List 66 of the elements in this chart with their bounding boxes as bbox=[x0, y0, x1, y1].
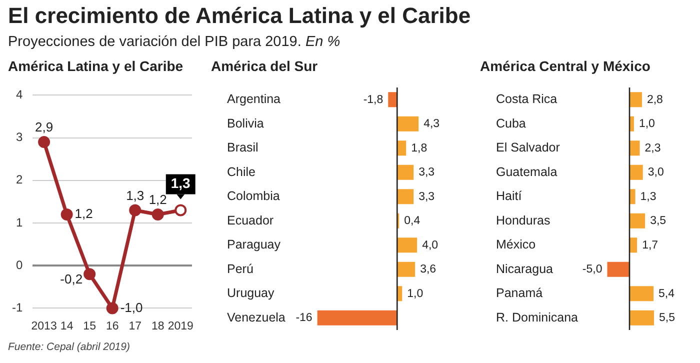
y-tick-label: Bolivia bbox=[227, 116, 264, 130]
y-tick-label: Honduras bbox=[496, 213, 550, 228]
y-tick-label: 0 bbox=[16, 258, 23, 272]
y-tick-label: Ecuador bbox=[227, 213, 274, 228]
y-tick-label: R. Dominicana bbox=[496, 310, 578, 324]
data-label: 5,5 bbox=[658, 312, 675, 324]
data-label: -1,8 bbox=[363, 94, 384, 106]
data-label: -5,0 bbox=[582, 264, 602, 276]
data-label: 0,4 bbox=[404, 215, 421, 228]
data-label: 5,4 bbox=[658, 288, 676, 300]
y-tick-label: México bbox=[496, 238, 536, 252]
data-label: 4,0 bbox=[422, 239, 438, 252]
text: América Latina y el Caribe bbox=[8, 58, 184, 74]
data-label: -16 bbox=[296, 312, 312, 324]
y-tick-label: Haití bbox=[496, 189, 522, 204]
data-label: 1,2 bbox=[148, 192, 167, 208]
chart-title: América Central y México bbox=[480, 58, 650, 74]
y-tick-label: El Salvador bbox=[496, 140, 560, 155]
y-tick-label: Uruguay bbox=[227, 286, 275, 300]
data-label: 1,7 bbox=[642, 239, 658, 252]
y-tick-label: 3 bbox=[16, 130, 23, 144]
data-label: 2,3 bbox=[644, 142, 661, 154]
y-tick-label: 2 bbox=[16, 172, 23, 187]
y-tick-label: Paraguay bbox=[227, 238, 282, 252]
data-label: 1,3 bbox=[126, 188, 144, 203]
x-tick-label: 15 bbox=[83, 320, 96, 332]
chart-title: América del Sur bbox=[211, 58, 318, 74]
y-tick-label: Venezuela bbox=[227, 310, 286, 324]
x-tick-label: 16 bbox=[106, 320, 119, 332]
source-note: Fuente: Cepal (abril 2019) bbox=[8, 341, 130, 353]
data-label: 3,0 bbox=[648, 166, 664, 179]
y-tick-label: Colombia bbox=[227, 189, 280, 204]
data-label: 3,6 bbox=[420, 264, 436, 276]
data-label: 4,3 bbox=[424, 118, 440, 130]
y-tick-label: Guatemala bbox=[496, 164, 558, 179]
y-tick-label: Perú bbox=[227, 262, 254, 276]
y-tick-label: Chile bbox=[227, 164, 256, 179]
data-label: 1,0 bbox=[407, 288, 424, 300]
y-tick-label: Argentina bbox=[227, 92, 281, 106]
x-tick-label: 18 bbox=[151, 320, 164, 332]
x-tick-label: 14 bbox=[60, 320, 74, 332]
data-label: 3,3 bbox=[418, 166, 435, 179]
data-label: 1,3 bbox=[170, 175, 191, 192]
x-tick-label: 2019 bbox=[168, 320, 194, 332]
data-label: -0,2 bbox=[60, 272, 83, 287]
y-tick-label: Brasil bbox=[227, 140, 258, 155]
y-tick-label: 1 bbox=[16, 215, 23, 230]
data-label: 3,3 bbox=[418, 190, 435, 203]
data-label: 1,3 bbox=[640, 190, 656, 203]
data-label: 3,5 bbox=[650, 215, 666, 228]
data-label: 1,0 bbox=[638, 118, 655, 130]
x-tick-label: 17 bbox=[128, 320, 142, 332]
data-label: 2,8 bbox=[646, 94, 663, 106]
text: El crecimiento de América Latina y el Caribe bbox=[8, 3, 471, 29]
y-tick-label: Cuba bbox=[496, 116, 526, 130]
data-label: 1,2 bbox=[74, 206, 93, 222]
y-tick-label: Nicaragua bbox=[496, 262, 554, 276]
y-tick-label: -1 bbox=[12, 300, 23, 315]
data-label: 1,8 bbox=[411, 142, 428, 154]
data-label: -1,0 bbox=[120, 300, 143, 315]
y-tick-label: Costa Rica bbox=[496, 92, 558, 106]
data-label: 2,9 bbox=[35, 120, 54, 135]
x-tick-label: 2013 bbox=[31, 320, 57, 332]
y-tick-label: 4 bbox=[16, 88, 23, 102]
y-tick-label: Panamá bbox=[496, 286, 543, 300]
chart-subtitle: Proyecciones de variación del PIB para 2019. En % bbox=[8, 34, 340, 50]
